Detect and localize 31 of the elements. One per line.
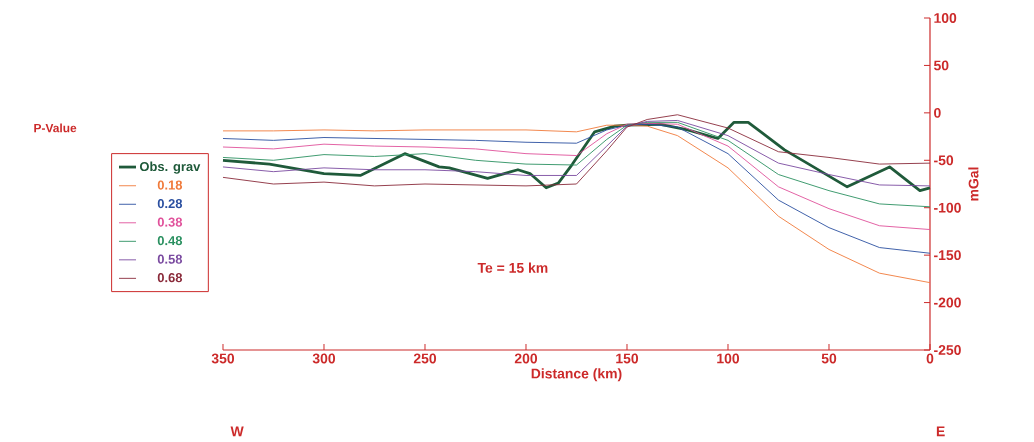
legend-label: 0.68 <box>157 273 183 283</box>
x-tick-label: 0 <box>926 353 934 364</box>
legend-title: P-Value <box>34 123 77 133</box>
y-tick-label: -200 <box>934 297 961 308</box>
legend-label: 0.58 <box>157 254 183 264</box>
y-tick-label: -100 <box>934 202 961 213</box>
line-series <box>222 122 931 230</box>
legend-label: 0.18 <box>157 180 183 190</box>
text: E <box>936 426 945 437</box>
text: W <box>230 426 244 437</box>
y-tick-label: -250 <box>934 345 961 355</box>
x-tick-label: 50 <box>821 353 837 364</box>
x-tick-label: 100 <box>717 353 740 364</box>
x-tick-label: 250 <box>413 353 437 364</box>
legend-label: Obs. grav <box>139 161 201 174</box>
x-axis-title: Distance (km) <box>531 368 622 382</box>
annotation: Te = 15 km <box>477 262 548 273</box>
y-axis-title: mGal <box>968 167 979 201</box>
x-tick-label: 200 <box>514 353 538 364</box>
y-tick-label: 50 <box>933 60 949 71</box>
y-tick-label: 100 <box>934 13 957 23</box>
legend-label: 0.28 <box>157 199 183 209</box>
legend-label: 0.48 <box>157 236 183 246</box>
x-tick-label: 150 <box>616 353 639 364</box>
x-tick-label: 300 <box>312 353 336 364</box>
x-tick-label: 350 <box>211 353 235 364</box>
y-tick-label: 0 <box>934 107 941 118</box>
y-tick-label: -50 <box>934 155 954 166</box>
legend-label: 0.38 <box>157 217 183 227</box>
line-series <box>222 121 931 208</box>
y-tick-label: -150 <box>934 250 961 261</box>
